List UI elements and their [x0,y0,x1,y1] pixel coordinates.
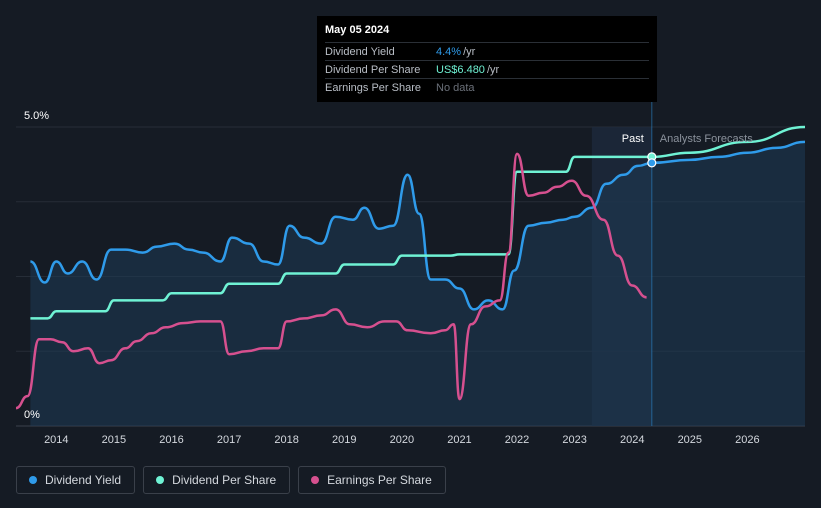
series-line-earnings-per-share [15,152,647,410]
legend-label: Earnings Per Share [327,473,432,487]
current-marker [647,158,657,168]
legend-earnings-per-share[interactable]: Earnings Per Share [298,466,446,494]
past-label: Past [622,133,644,145]
tooltip-value: US$6.480 [436,63,485,76]
x-tick-label: 2025 [678,434,702,446]
tooltip-date: May 05 2024 [325,24,390,36]
x-tick-label: 2019 [332,434,356,446]
series-areas [30,141,805,426]
y-axis: 5.0% 0% [24,110,49,421]
tooltip-label: Dividend Yield [325,45,395,58]
tooltip-row-eps: Earnings Per Share No data [325,78,649,96]
x-tick-label: 2026 [735,434,759,446]
tooltip-label: Dividend Per Share [325,63,421,76]
legend-dividend-yield[interactable]: Dividend Yield [16,466,136,494]
x-tick-label: 2015 [102,434,126,446]
y-tick-label: 5.0% [24,110,49,122]
x-tick-label: 2017 [217,434,241,446]
tooltip-label: Earnings Per Share [325,81,421,94]
tooltip-unit: /yr [463,45,476,58]
series-line-dividend-per-share [30,125,806,320]
tooltip-row-yield: Dividend Yield 4.4% /yr [325,42,649,60]
legend-swatch [29,476,37,484]
x-tick-label: 2016 [159,434,183,446]
x-tick-label: 2024 [620,434,644,446]
current-markers [647,152,657,168]
x-tick-label: 2018 [274,434,298,446]
series-area-0 [30,141,805,426]
forecast-label: Analysts Forecasts [660,133,753,145]
data-tooltip: May 05 2024 Dividend Yield 4.4% /yr Divi… [317,16,657,102]
legend-swatch [311,476,320,484]
tooltip-row-dps: Dividend Per Share US$6.480 /yr [325,60,649,78]
x-tick-label: 2023 [562,434,586,446]
x-tick-label: 2021 [447,434,471,446]
legend-label: Dividend Yield [45,473,122,487]
y-tick-label: 0% [24,409,40,421]
x-axis: 2014 2015 2016 2017 2018 2019 2020 2021 2022 2023… [44,434,760,446]
x-tick-label: 2020 [390,434,414,446]
legend-label: Dividend Per Share [172,473,277,487]
legend-dividend-per-share[interactable]: Dividend Per Share [143,466,291,494]
tooltip-value: No data [436,81,475,94]
series-lines [15,125,806,410]
x-tick-label: 2014 [44,434,68,446]
tooltip-unit: /yr [486,63,500,76]
tooltip-value: 4.4% [436,45,462,58]
legend-swatch [156,476,165,484]
series-line-dividend-yield [29,140,806,311]
x-tick-label: 2022 [505,434,529,446]
chart-legend: Dividend Yield Dividend Per Share Earnin… [16,466,446,494]
